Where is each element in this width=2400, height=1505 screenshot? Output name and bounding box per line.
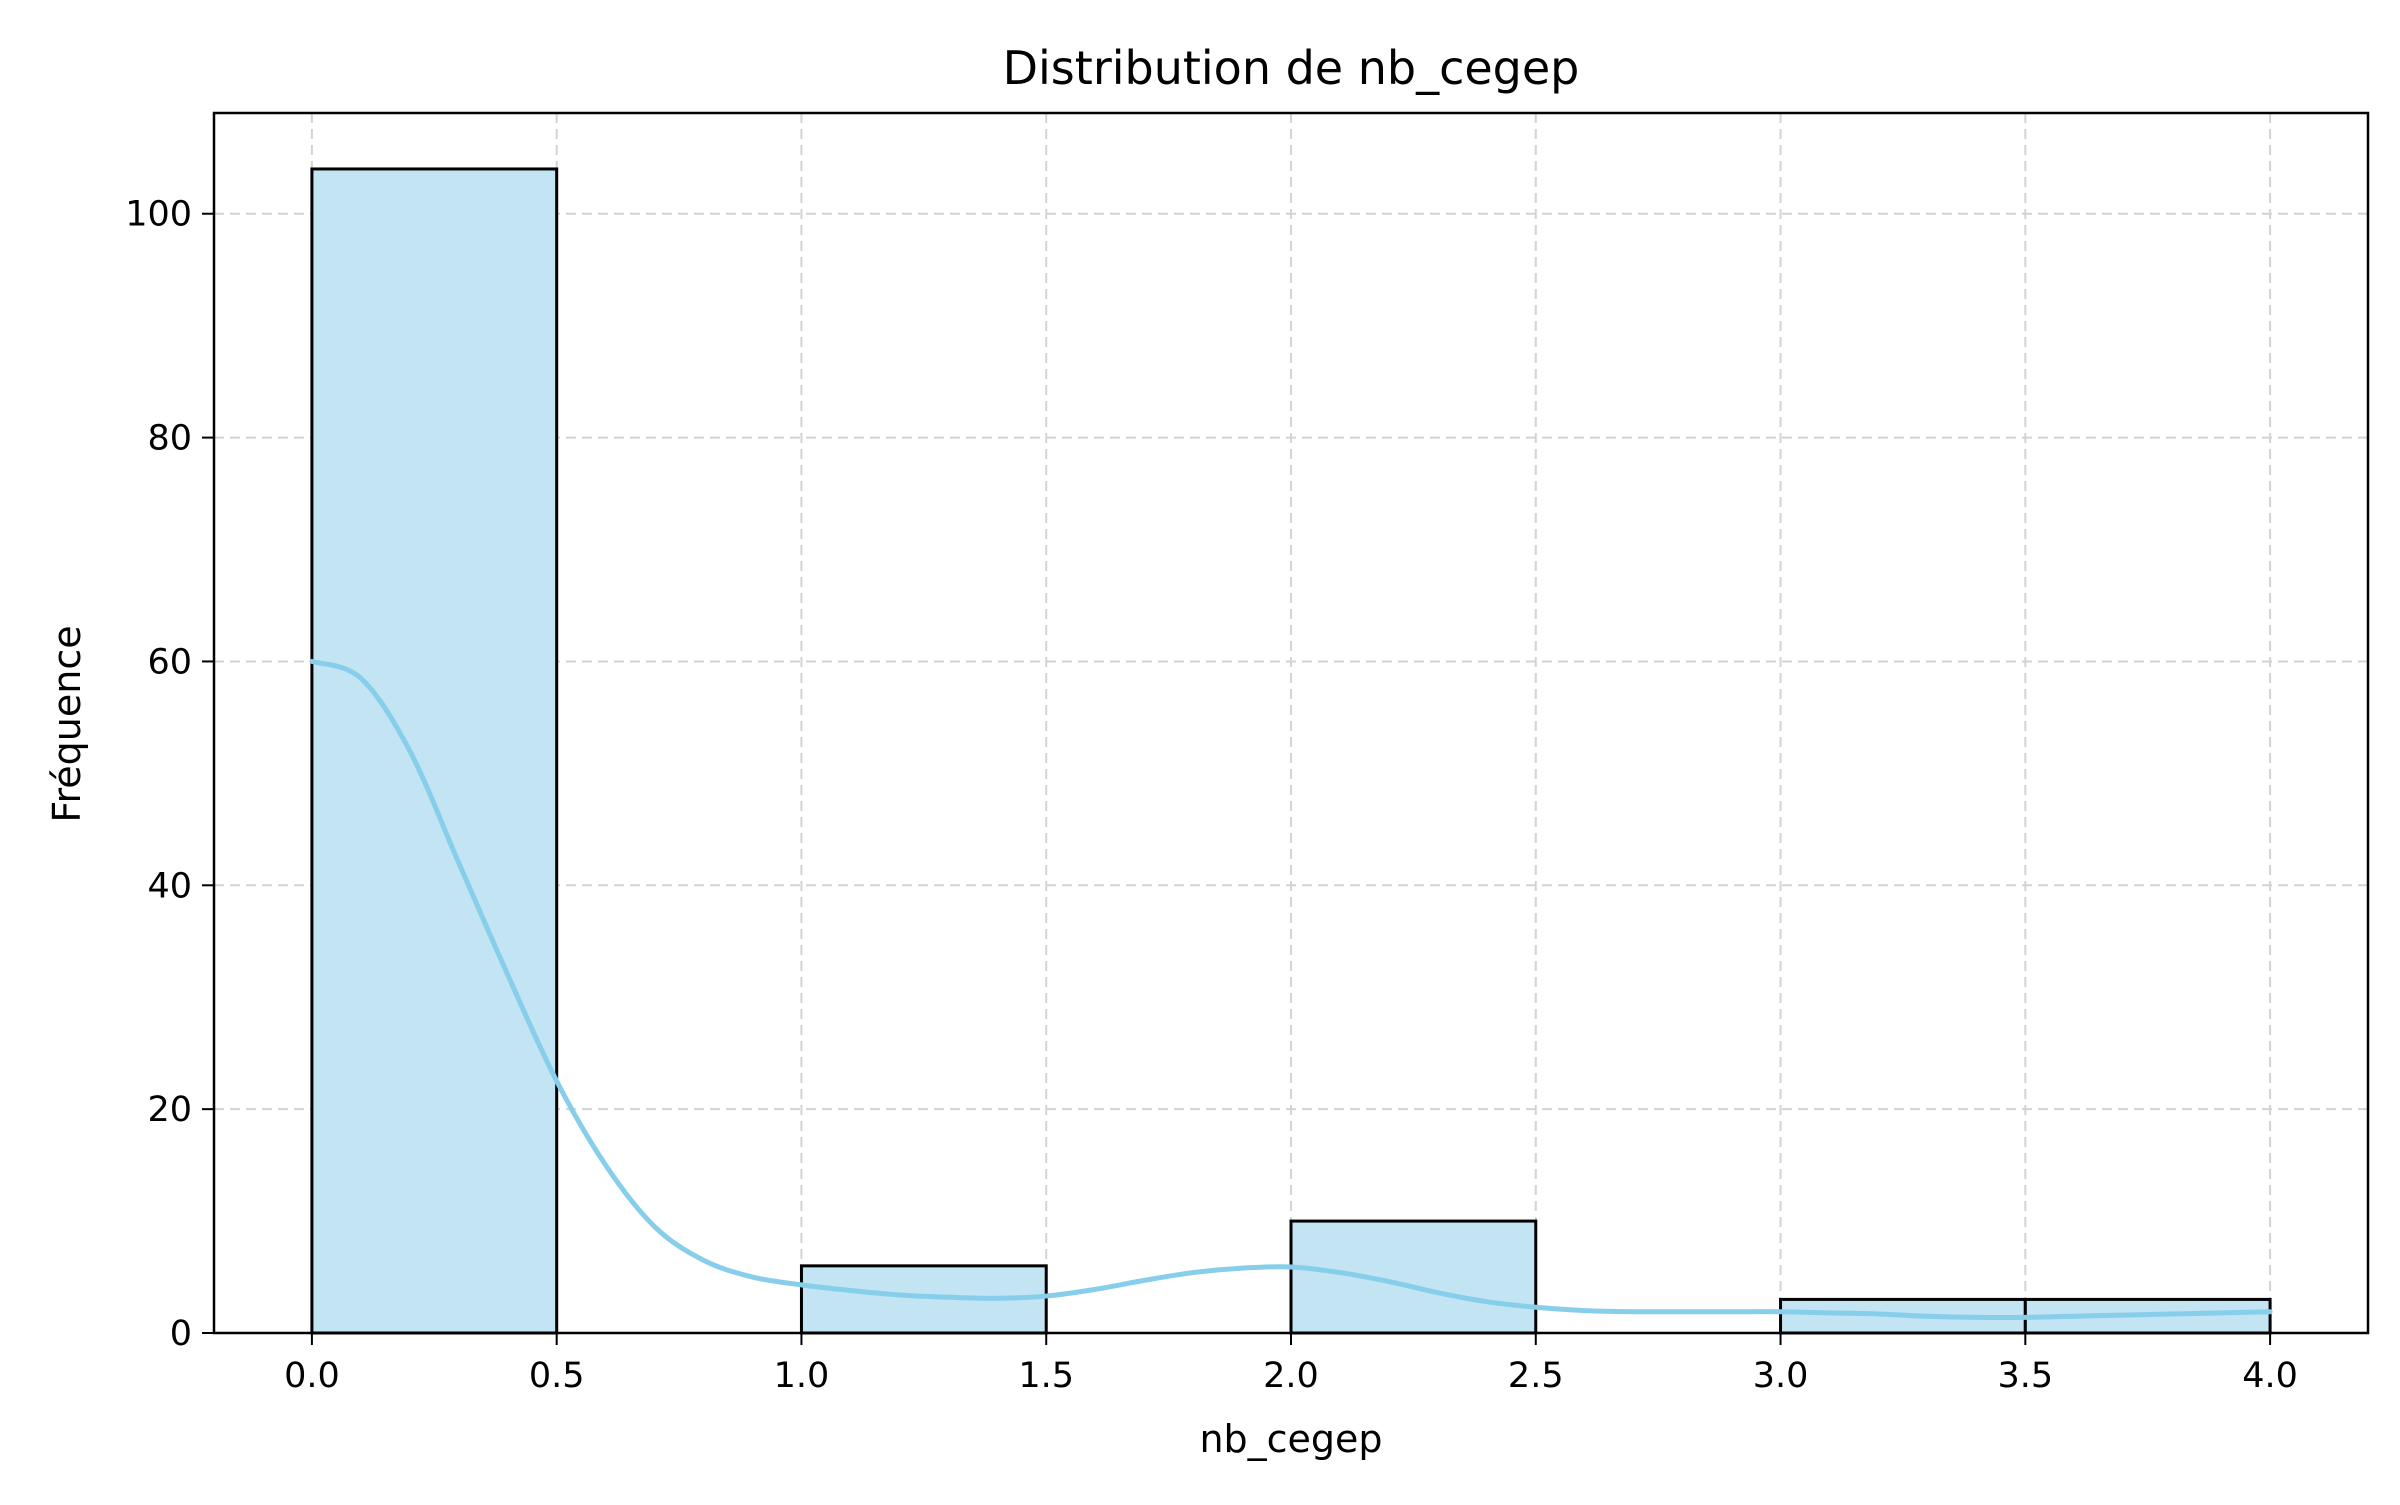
x-tick-label: 0.0	[284, 1356, 340, 1396]
histogram-bar	[310, 167, 559, 1335]
y-tick-label: 40	[147, 866, 192, 906]
y-axis-ticks: 0 20 40 60 80 100	[125, 195, 214, 1354]
kde-curve-layer	[309, 658, 2273, 1320]
y-tick-label: 60	[147, 642, 192, 682]
x-axis-ticks: 0.0 0.5 1.0 1.5 2.0 2.5 3.0 3.5 4.0	[284, 1333, 2298, 1396]
x-tick-label: 2.0	[1263, 1356, 1319, 1396]
x-tick-label: 1.5	[1018, 1356, 1074, 1396]
chart-title: Distribution de nb_cegep	[1003, 41, 1580, 95]
kde-curve	[309, 658, 2273, 1320]
x-tick-label: 3.5	[1997, 1356, 2053, 1396]
y-tick-label: 20	[147, 1090, 192, 1130]
x-tick-label: 4.0	[2242, 1356, 2298, 1396]
x-tick-label: 2.5	[1508, 1356, 1564, 1396]
y-tick-label: 0	[170, 1314, 192, 1354]
y-axis-label: Fréquence	[45, 625, 89, 822]
x-tick-label: 1.0	[774, 1356, 830, 1396]
histogram-bar	[1289, 1219, 1538, 1335]
x-tick-label: 3.0	[1753, 1356, 1809, 1396]
x-axis-label: nb_cegep	[1199, 1417, 1382, 1461]
x-tick-label: 0.5	[529, 1356, 585, 1396]
y-tick-label: 100	[125, 195, 192, 235]
y-tick-label: 80	[147, 419, 192, 459]
